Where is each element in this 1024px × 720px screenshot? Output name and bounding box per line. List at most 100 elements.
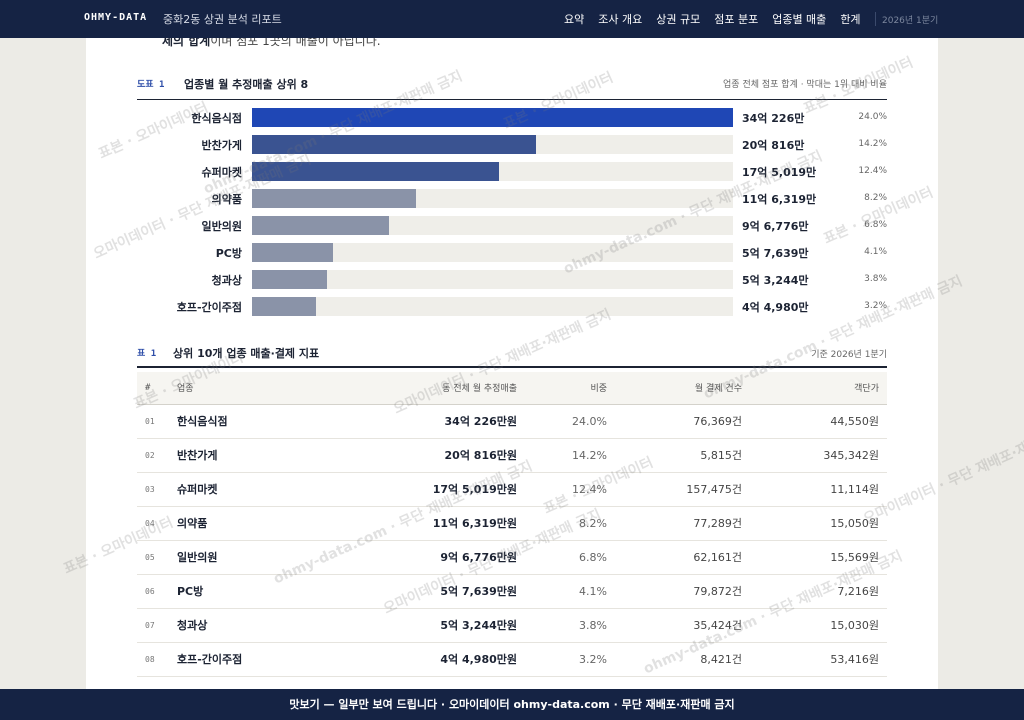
cell-share: 3.2% xyxy=(525,642,615,677)
bar-label: 슈퍼마켓 xyxy=(201,166,242,179)
bar-label: 호프-간이주점 xyxy=(176,301,242,314)
cell-rank: 06 xyxy=(137,574,169,609)
intro-text: 제의 합계이며 점포 1곳의 매출이 아닙니다. xyxy=(162,38,381,49)
cell-industry: 의약품 xyxy=(169,506,319,541)
cell-sales: 11억 6,319만원 xyxy=(319,506,525,541)
bar-label: 한식음식점 xyxy=(191,112,242,125)
cell-share: 6.8% xyxy=(525,540,615,575)
bar-share-label: 4.1% xyxy=(864,247,887,257)
bar-share-label: 6.8% xyxy=(864,220,887,230)
bar-value-label: 20억 816만 xyxy=(742,139,805,152)
cell-industry: 반찬가게 xyxy=(169,438,319,473)
cell-share: 3.8% xyxy=(525,608,615,643)
bar-share-label: 3.2% xyxy=(864,301,887,311)
nav-item-store-distribution[interactable]: 점포 분포 xyxy=(714,13,759,26)
col-header-rank: # xyxy=(137,372,169,405)
bar xyxy=(252,216,389,235)
intro-text-rest: 이며 점포 1곳의 매출이 아닙니다. xyxy=(210,38,381,48)
cell-sales: 5억 3,244만원 xyxy=(319,608,525,643)
table-row: 02 반찬가게 20억 816만원 14.2% 5,815건 345,342원 xyxy=(137,438,887,473)
nav-divider xyxy=(875,12,876,26)
cell-share: 24.0% xyxy=(525,404,615,439)
bar-row: PC방 5억 7,639만 4.1% xyxy=(137,243,887,262)
bar-track xyxy=(252,297,733,316)
cell-rank: 07 xyxy=(137,608,169,643)
cell-payments: 157,475건 xyxy=(615,472,750,507)
table-header: 표 1 상위 10개 업종 매출·결제 지표 기준 2026년 1분기 xyxy=(137,342,887,368)
table-row: 03 슈퍼마켓 17억 5,019만원 12.4% 157,475건 11,114원 xyxy=(137,472,887,507)
table-row: 07 청과상 5억 3,244만원 3.8% 35,424건 15,030원 xyxy=(137,608,887,643)
cell-industry: 일반의원 xyxy=(169,540,319,575)
bar-label: PC방 xyxy=(215,247,242,260)
bar xyxy=(252,270,328,289)
cell-share: 8.2% xyxy=(525,506,615,541)
bar-label: 일반의원 xyxy=(201,220,242,233)
table-row: 08 호프-간이주점 4억 4,980만원 3.2% 8,421건 53,416원 xyxy=(137,642,887,677)
nav-item-summary[interactable]: 요약 xyxy=(564,13,585,26)
nav-item-overview[interactable]: 조사 개요 xyxy=(598,13,643,26)
figure-title: 업종별 월 추정매출 상위 8 xyxy=(184,78,309,91)
cell-sales: 20억 816만원 xyxy=(319,438,525,473)
table-row: 04 의약품 11억 6,319만원 8.2% 77,289건 15,050원 xyxy=(137,506,887,541)
col-header-industry: 업종 xyxy=(169,372,319,405)
nav-item-sales-by-industry[interactable]: 업종별 매출 xyxy=(772,13,827,26)
bar-value-label: 17억 5,019만 xyxy=(742,166,817,179)
cell-avg-price: 11,114원 xyxy=(750,472,887,507)
col-header-avg-price: 객단가 xyxy=(750,372,887,405)
bar-value-label: 11억 6,319만 xyxy=(742,193,817,206)
bar-track xyxy=(252,243,733,262)
cell-payments: 76,369건 xyxy=(615,404,750,439)
cell-rank: 03 xyxy=(137,472,169,507)
table-row: 06 PC방 5억 7,639만원 4.1% 79,872건 7,216원 xyxy=(137,574,887,609)
cell-share: 4.1% xyxy=(525,574,615,609)
cell-industry: 호프-간이주점 xyxy=(169,642,319,677)
bar-value-label: 4억 4,980만 xyxy=(742,301,809,314)
bar-value-label: 34억 226만 xyxy=(742,112,805,125)
bar-label: 반찬가게 xyxy=(201,139,242,152)
bar-value-label: 5억 3,244만 xyxy=(742,274,809,287)
bar xyxy=(252,108,733,127)
bar-row: 반찬가게 20억 816만 14.2% xyxy=(137,135,887,154)
cell-rank: 02 xyxy=(137,438,169,473)
bar-share-label: 3.8% xyxy=(864,274,887,284)
table-row: 01 한식음식점 34억 226만원 24.0% 76,369건 44,550원 xyxy=(137,404,887,439)
cell-sales: 4억 4,980만원 xyxy=(319,642,525,677)
cell-rank: 05 xyxy=(137,540,169,575)
table-row: 05 일반의원 9억 6,776만원 6.8% 62,161건 15,569원 xyxy=(137,540,887,575)
bar xyxy=(252,189,417,208)
nav-item-market-size[interactable]: 상권 규모 xyxy=(656,13,701,26)
bar-row: 의약품 11억 6,319만 8.2% xyxy=(137,189,887,208)
table-note: 기준 2026년 1분기 xyxy=(811,350,887,360)
cell-industry: 청과상 xyxy=(169,608,319,643)
cell-sales: 9억 6,776만원 xyxy=(319,540,525,575)
table-title: 상위 10개 업종 매출·결제 지표 xyxy=(173,347,320,360)
table-header-row: # 업종 동 전체 월 추정매출 비중 월 결제 건수 객단가 xyxy=(137,372,887,405)
preview-banner: 맛보기 — 일부만 보여 드립니다 · 오마이데이터 ohmy-data.com… xyxy=(0,689,1024,720)
period-label: 2026년 1분기 xyxy=(882,16,938,26)
cell-rank: 08 xyxy=(137,642,169,677)
bar-track xyxy=(252,162,733,181)
bar xyxy=(252,297,316,316)
bar-row: 청과상 5억 3,244만 3.8% xyxy=(137,270,887,289)
bar-share-label: 8.2% xyxy=(864,193,887,203)
nav-item-limits[interactable]: 한계 xyxy=(840,13,861,26)
cell-avg-price: 15,569원 xyxy=(750,540,887,575)
brand-logo[interactable]: OHMY-DATA xyxy=(84,12,148,23)
bar-share-label: 12.4% xyxy=(858,166,887,176)
figure-tag: 도표 1 xyxy=(137,80,165,90)
cell-avg-price: 7,216원 xyxy=(750,574,887,609)
cell-avg-price: 345,342원 xyxy=(750,438,887,473)
cell-sales: 5억 7,639만원 xyxy=(319,574,525,609)
cell-avg-price: 53,416원 xyxy=(750,642,887,677)
report-title: 중화2동 상권 분석 리포트 xyxy=(163,13,282,26)
bar-track xyxy=(252,135,733,154)
bar-share-label: 24.0% xyxy=(858,112,887,122)
bar-label: 의약품 xyxy=(211,193,242,206)
report-page: 제의 합계이며 점포 1곳의 매출이 아닙니다. 도표 1 업종별 월 추정매출… xyxy=(86,38,938,690)
bar-row: 한식음식점 34억 226만 24.0% xyxy=(137,108,887,127)
intro-text-bold: 제의 합계 xyxy=(162,38,211,48)
bar-value-label: 5억 7,639만 xyxy=(742,247,809,260)
bar-share-label: 14.2% xyxy=(858,139,887,149)
figure-note: 업종 전체 점포 합계 · 막대는 1위 대비 비율 xyxy=(723,80,887,90)
bar-row: 슈퍼마켓 17억 5,019만 12.4% xyxy=(137,162,887,181)
